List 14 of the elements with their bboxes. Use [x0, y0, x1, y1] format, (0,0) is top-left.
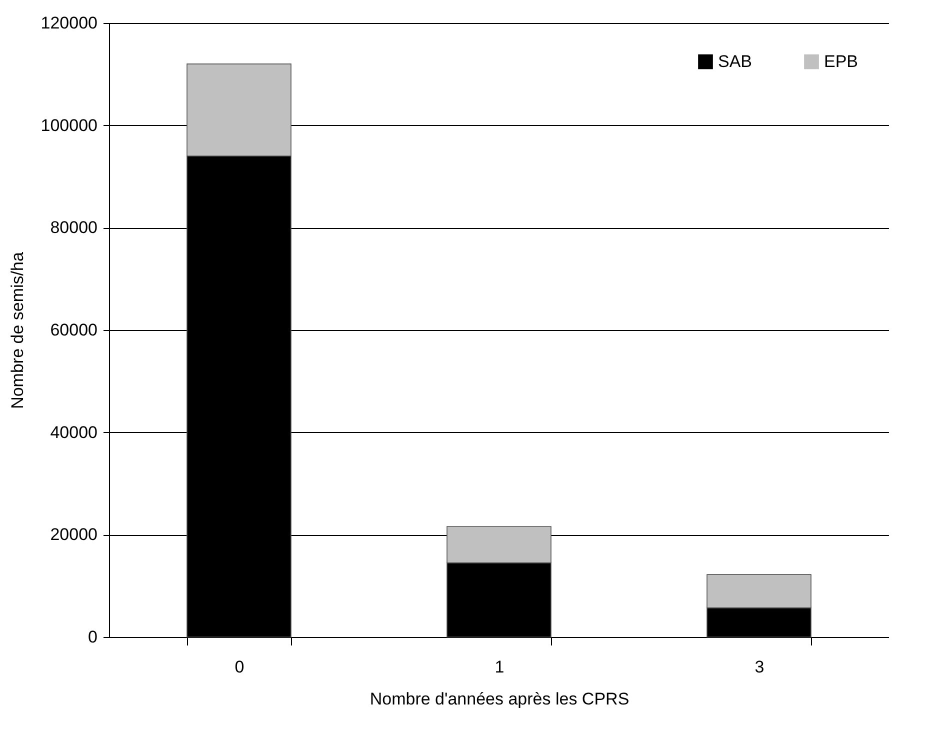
legend-label: EPB	[824, 52, 858, 71]
x-tick-label: 3	[754, 658, 764, 676]
y-tick-label: 60000	[50, 320, 98, 340]
x-tick-label: 1	[494, 658, 504, 676]
y-tick-label: 40000	[50, 422, 98, 442]
y-axis-title: Nombre de semis/ha	[8, 252, 27, 409]
x-axis-title: Nombre d'années après les CPRS	[370, 690, 630, 708]
y-tick-label: 100000	[40, 116, 98, 135]
y-tick-label: 0	[88, 628, 98, 646]
legend-label: SAB	[718, 52, 752, 71]
y-tick-label: 120000	[40, 14, 98, 32]
y-tick-label: 80000	[50, 218, 98, 238]
y-tick-label: 20000	[50, 525, 98, 544]
x-tick-label: 0	[234, 658, 244, 676]
